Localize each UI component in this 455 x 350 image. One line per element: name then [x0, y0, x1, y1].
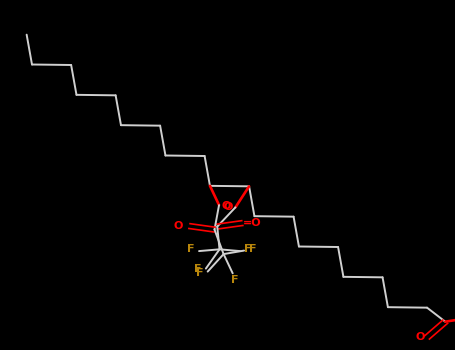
Text: F: F [231, 275, 239, 285]
Text: =O: =O [243, 218, 262, 228]
Text: F: F [194, 264, 202, 274]
Text: O: O [223, 202, 233, 212]
Text: O: O [222, 201, 231, 211]
Text: F: F [248, 244, 256, 254]
Text: O: O [415, 332, 425, 342]
Text: F: F [187, 244, 195, 254]
Text: O: O [173, 221, 183, 231]
Text: F: F [244, 244, 252, 254]
Text: F: F [196, 268, 203, 278]
